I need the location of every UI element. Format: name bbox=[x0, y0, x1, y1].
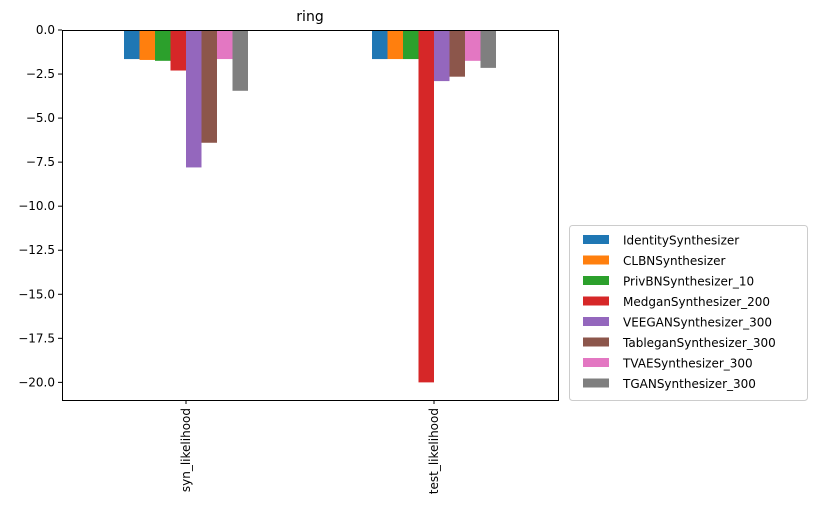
bar-TVAESynthesizer_300-test_likelihood bbox=[465, 30, 481, 61]
legend-label: CLBNSynthesizer bbox=[623, 254, 726, 268]
bar-CLBNSynthesizer-syn_likelihood bbox=[139, 30, 155, 60]
legend-label: VEEGANSynthesizer_300 bbox=[623, 316, 772, 330]
y-tick-label: −7.5 bbox=[26, 155, 55, 169]
y-tick-label: −17.5 bbox=[18, 331, 55, 345]
bar-IdentitySynthesizer-syn_likelihood bbox=[124, 30, 140, 60]
legend-label: MedganSynthesizer_200 bbox=[623, 295, 770, 309]
legend-swatch bbox=[583, 378, 609, 388]
x-axis: syn_likelihood test_likelihood bbox=[179, 400, 441, 494]
bars-group bbox=[124, 30, 496, 383]
plot-frame bbox=[62, 30, 559, 401]
legend-label: TableganSynthesizer_300 bbox=[622, 336, 776, 350]
bar-PrivBNSynthesizer_10-test_likelihood bbox=[403, 30, 419, 60]
chart-title: ring bbox=[296, 9, 323, 25]
legend-swatch bbox=[583, 358, 609, 367]
bar-PrivBNSynthesizer_10-syn_likelihood bbox=[155, 30, 171, 61]
legend-swatch bbox=[583, 235, 609, 244]
bar-TGANSynthesizer_300-test_likelihood bbox=[480, 30, 496, 68]
y-axis: 0.0 −2.5 −5.0 −7.5 −10.0 −12.5 −15.0 −17.5 −20.0 bbox=[18, 23, 62, 389]
y-tick-label: −10.0 bbox=[18, 199, 55, 213]
legend-swatch bbox=[583, 337, 609, 347]
legend-box bbox=[569, 225, 808, 401]
bar-TableganSynthesizer_300-syn_likelihood bbox=[201, 30, 217, 143]
y-tick-label: −20.0 bbox=[18, 375, 55, 389]
legend-label: TGANSynthesizer_300 bbox=[622, 377, 756, 391]
bar-IdentitySynthesizer-test_likelihood bbox=[372, 30, 388, 60]
y-tick-label: −5.0 bbox=[26, 111, 55, 125]
legend: IdentitySynthesizer CLBNSynthesizer PrivBN… bbox=[569, 225, 808, 401]
legend-swatch bbox=[583, 255, 609, 265]
legend-swatch bbox=[583, 296, 609, 306]
legend-swatch bbox=[583, 317, 609, 326]
bar-MedganSynthesizer_200-syn_likelihood bbox=[170, 30, 186, 71]
bar-VEEGANSynthesizer_300-test_likelihood bbox=[434, 30, 450, 82]
bar-MedganSynthesizer_200-test_likelihood bbox=[418, 30, 434, 383]
bar-TableganSynthesizer_300-test_likelihood bbox=[449, 30, 465, 77]
bar-TGANSynthesizer_300-syn_likelihood bbox=[232, 30, 248, 91]
legend-label: PrivBNSynthesizer_10 bbox=[623, 275, 754, 289]
y-tick-label: −15.0 bbox=[18, 287, 55, 301]
x-tick-label: syn_likelihood bbox=[179, 408, 193, 492]
legend-swatch bbox=[583, 276, 609, 285]
bar-CLBNSynthesizer-test_likelihood bbox=[387, 30, 403, 60]
y-tick-label: 0.0 bbox=[36, 23, 55, 37]
y-tick-label: −2.5 bbox=[26, 67, 55, 81]
x-tick-label: test_likelihood bbox=[427, 408, 441, 494]
bar-TVAESynthesizer_300-syn_likelihood bbox=[217, 30, 233, 60]
legend-label: IdentitySynthesizer bbox=[623, 234, 739, 248]
bar-VEEGANSynthesizer_300-syn_likelihood bbox=[186, 30, 202, 168]
legend-label: TVAESynthesizer_300 bbox=[622, 357, 753, 371]
y-tick-label: −12.5 bbox=[18, 243, 55, 257]
